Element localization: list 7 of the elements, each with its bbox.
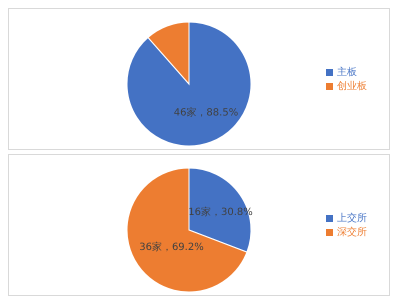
data-label: 46家，88.5% bbox=[174, 106, 238, 118]
legend-label: 上交所 bbox=[337, 213, 367, 224]
legend-label: 深交所 bbox=[337, 227, 367, 238]
legend-label: 创业板 bbox=[337, 81, 367, 92]
legend-label: 主板 bbox=[337, 67, 357, 78]
data-label: 36家，69.2% bbox=[139, 241, 204, 254]
pie-slice bbox=[126, 22, 252, 146]
